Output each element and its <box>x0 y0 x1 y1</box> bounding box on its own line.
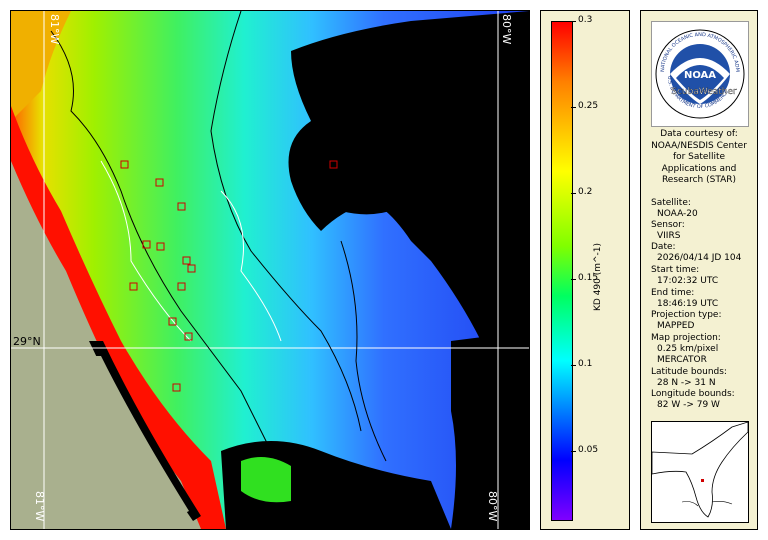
station-marker[interactable] <box>129 282 138 291</box>
meta-end-time: End time: 18:46:19 UTC <box>651 288 719 309</box>
kd490-image <box>11 11 529 529</box>
meta-satellite: Satellite: NOAA-20 <box>651 198 698 219</box>
colorbar-panel: 0.3 0.25 0.2 0.15 0.1 0.05 KD 490 (m^-1) <box>540 10 630 530</box>
lon-label-top-right: 80°W <box>500 14 513 45</box>
station-marker[interactable] <box>155 178 164 187</box>
locator-inset-map <box>651 421 749 523</box>
data-credit: Data courtesy of: NOAA/NESDIS Center for… <box>651 129 747 185</box>
station-marker[interactable] <box>120 160 129 169</box>
colorbar-tick <box>571 193 576 194</box>
colorbar-tick-label: 0.05 <box>578 445 599 455</box>
lon-label-bottom-right: 80°W <box>486 491 499 522</box>
station-marker[interactable] <box>187 264 196 273</box>
lon-label-top-left: 81°W <box>48 14 61 45</box>
station-marker[interactable] <box>142 240 151 249</box>
station-marker[interactable] <box>177 202 186 211</box>
colorbar-tick <box>571 107 576 108</box>
station-marker[interactable] <box>329 160 338 169</box>
coastline <box>652 422 748 518</box>
meta-start-time: Start time: 17:02:32 UTC <box>651 265 719 286</box>
land-area <box>11 161 201 529</box>
colorbar-tick-label: 0.25 <box>578 101 599 111</box>
colorbar-title: KD 490 (m^-1) <box>593 242 603 311</box>
colorbar-tick <box>571 21 576 22</box>
station-marker[interactable] <box>156 242 165 251</box>
station-marker[interactable] <box>182 256 191 265</box>
colorbar-ramp <box>551 21 573 521</box>
colorbar-tick-label: 0.15 <box>578 273 599 283</box>
meta-latitude-bounds: Latitude bounds: 28 N -> 31 N <box>651 367 727 388</box>
satellite-map: 29°N 29°N 81°W 80°W 81°W 80°W <box>10 10 530 530</box>
station-marker[interactable] <box>177 282 186 291</box>
reef-contour <box>100 160 192 342</box>
coastal-high-kd <box>11 106 226 529</box>
station-marker[interactable] <box>172 383 181 392</box>
colorbar-tick-label: 0.3 <box>578 15 593 25</box>
colorbar-tick <box>571 365 576 366</box>
noaa-logo: NATIONAL OCEANIC AND ATMOSPHERIC ADMINIS… <box>649 18 749 127</box>
meta-map-projection: Map projection: 0.25 km/pixel MERCATOR <box>651 333 721 365</box>
meta-date: Date: 2026/04/14 JD 104 <box>651 242 742 263</box>
colorbar-tick-label: 0.2 <box>578 187 593 197</box>
meta-projection-type: Projection type: MAPPED <box>651 310 722 331</box>
lat-label-left: 29°N <box>13 335 41 348</box>
region-marker <box>701 479 704 482</box>
colorbar-tick <box>571 279 576 280</box>
lat-label-right: 29°N <box>499 348 527 361</box>
meta-sensor: Sensor: VIIRS <box>651 220 685 241</box>
svg-text:ScubaWeather: ScubaWeather <box>671 87 737 97</box>
station-marker[interactable] <box>184 332 193 341</box>
meta-longitude-bounds: Longitude bounds: 82 W -> 79 W <box>651 389 735 410</box>
depth-contour <box>50 30 272 452</box>
colorbar-tick <box>571 451 576 452</box>
station-marker[interactable] <box>168 317 177 326</box>
svg-text:NOAA: NOAA <box>684 70 716 81</box>
colorbar-tick-label: 0.1 <box>578 359 593 369</box>
info-panel: NATIONAL OCEANIC AND ATMOSPHERIC ADMINIS… <box>640 10 758 530</box>
station-markers <box>120 160 338 392</box>
lon-label-bottom-left: 81°W <box>33 491 46 522</box>
barrier-island <box>89 341 201 521</box>
